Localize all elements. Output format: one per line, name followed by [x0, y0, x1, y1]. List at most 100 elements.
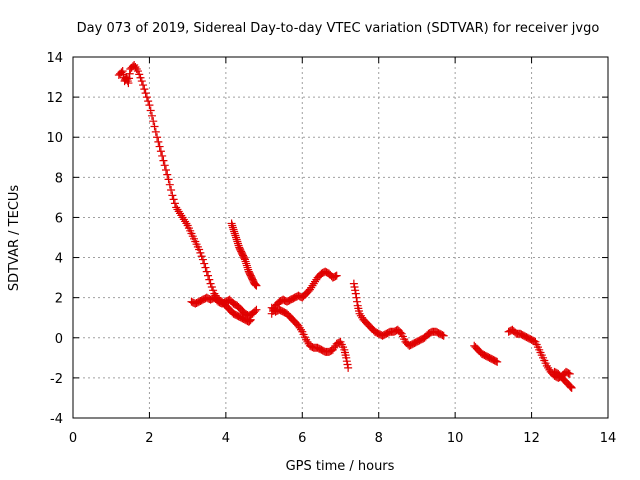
y-tick-label: 12: [46, 91, 63, 106]
data-point: [243, 263, 252, 272]
data-point: [344, 363, 353, 372]
data-point: [564, 369, 573, 378]
data-point: [352, 293, 361, 302]
x-tick-label: 4: [222, 431, 230, 446]
data-point: [207, 282, 216, 291]
data-point: [567, 383, 576, 392]
data-point: [350, 282, 359, 291]
data-point: [544, 363, 553, 372]
data-point: [330, 343, 339, 352]
y-tick-label: 14: [46, 51, 63, 66]
data-point: [356, 311, 365, 320]
data-point: [252, 305, 261, 314]
x-tick-label: 8: [375, 431, 383, 446]
data-point: [130, 61, 139, 70]
data-point: [311, 277, 320, 286]
data-point: [227, 219, 236, 228]
data-point: [353, 297, 362, 306]
data-points: [114, 61, 576, 392]
data-point: [396, 328, 405, 337]
data-point: [439, 331, 448, 340]
data-point: [136, 73, 145, 82]
data-point: [240, 255, 249, 264]
data-point: [351, 286, 360, 295]
data-point: [145, 101, 154, 110]
data-point: [251, 280, 260, 289]
data-point: [565, 381, 574, 390]
data-point: [131, 63, 140, 72]
y-tick-label: 10: [46, 131, 63, 146]
data-point: [228, 221, 237, 230]
x-tick-label: 2: [145, 431, 153, 446]
data-point: [196, 248, 205, 257]
data-point: [161, 165, 170, 174]
data-point: [240, 254, 249, 263]
data-point: [149, 117, 158, 126]
data-point: [181, 217, 190, 226]
data-point: [294, 321, 303, 330]
data-point: [302, 335, 311, 344]
chart-title: Day 073 of 2019, Sidereal Day-to-day VTE…: [77, 21, 600, 36]
axis-ticks: [72, 56, 609, 419]
data-point: [295, 323, 304, 332]
data-point: [565, 369, 574, 378]
data-point: [342, 357, 351, 366]
data-point: [231, 231, 240, 240]
data-point: [174, 207, 183, 216]
y-tick-label: 0: [55, 332, 63, 347]
data-point: [132, 65, 141, 74]
x-tick-label: 14: [600, 431, 617, 446]
data-point: [139, 81, 148, 90]
data-point: [179, 215, 188, 224]
data-point: [146, 106, 155, 115]
data-point: [309, 279, 318, 288]
data-point: [172, 203, 181, 212]
data-point: [331, 272, 340, 281]
data-point: [438, 331, 447, 340]
grid: [73, 57, 608, 418]
x-tick-label: 0: [69, 431, 77, 446]
data-point: [349, 279, 358, 288]
data-point: [206, 279, 215, 288]
data-point: [150, 122, 159, 131]
y-tick-label: 8: [55, 171, 63, 186]
data-point: [160, 161, 169, 170]
data-point: [118, 67, 127, 76]
x-tick-label: 12: [523, 431, 540, 446]
data-point: [140, 85, 149, 94]
y-tick-label: 4: [55, 252, 63, 267]
data-point: [117, 68, 126, 77]
y-axis-label: SDTVAR / TECUs: [7, 185, 22, 292]
data-point: [133, 67, 142, 76]
data-point: [328, 345, 337, 354]
data-point: [124, 79, 133, 88]
data-point: [566, 382, 575, 391]
data-point: [246, 315, 255, 324]
plot-frame: [72, 56, 609, 419]
data-point: [251, 280, 260, 289]
data-point: [355, 309, 364, 318]
data-point: [230, 227, 239, 236]
y-tick-label: 2: [55, 292, 63, 307]
data-point: [493, 357, 502, 366]
data-point: [233, 237, 242, 246]
data-point: [164, 175, 173, 184]
data-point: [177, 211, 186, 220]
data-point: [305, 285, 314, 294]
data-point: [252, 281, 261, 290]
data-point: [230, 229, 239, 238]
data-point: [307, 283, 316, 292]
data-point: [144, 97, 153, 106]
data-point: [142, 93, 151, 102]
data-point: [200, 259, 209, 268]
data-point: [233, 239, 242, 248]
data-point: [297, 325, 306, 334]
x-axis-label: GPS time / hours: [286, 459, 395, 474]
data-point: [209, 286, 218, 295]
data-point: [156, 147, 165, 156]
data-point: [308, 281, 317, 290]
data-point: [165, 180, 174, 189]
data-point: [155, 142, 164, 151]
data-point: [151, 127, 160, 136]
